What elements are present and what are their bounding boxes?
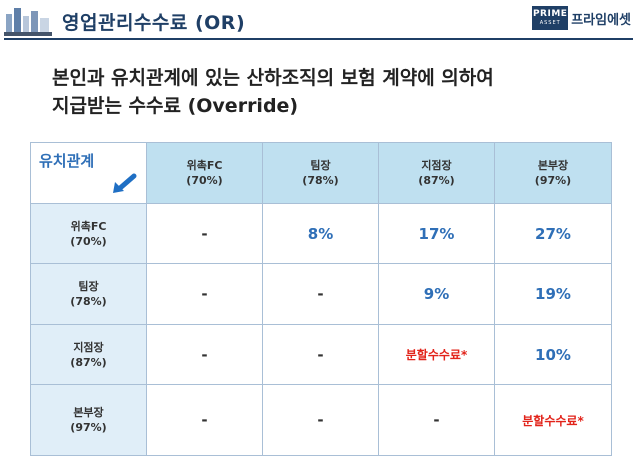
- column-header-rate: (70%): [186, 174, 223, 187]
- description-line-2: 지급받는 수수료 (Override): [52, 95, 299, 117]
- column-header-rate: (78%): [302, 174, 339, 187]
- header: 영업관리수수료 (OR) PRIME ASSET 프라임에셋: [0, 0, 637, 42]
- recruitment-relation-label: 유치관계: [39, 152, 95, 170]
- row-header-rate: (70%): [70, 234, 107, 248]
- row-header-division-head: 본부장 (97%): [30, 384, 147, 456]
- row-header-team-leader: 팀장 (78%): [30, 263, 147, 325]
- table-cell: -: [378, 384, 495, 456]
- description: 본인과 유치관계에 있는 산하조직의 보험 계약에 의하여 지급받는 수수료 (…: [52, 64, 494, 120]
- table-row: 본부장 (97%) - - - 분할수수료*: [30, 384, 612, 456]
- row-header-name: 지점장: [73, 340, 104, 354]
- table-cell: 17%: [378, 203, 495, 264]
- description-line-1: 본인과 유치관계에 있는 산하조직의 보험 계약에 의하여: [52, 67, 494, 89]
- split-commission-cell: 분할수수료*: [378, 324, 495, 385]
- arrow-down-left-icon: [113, 173, 137, 193]
- column-header-name: 지점장: [421, 159, 452, 172]
- column-header-name: 위촉FC: [186, 159, 223, 172]
- row-header-name: 본부장: [73, 406, 104, 419]
- column-header-rate: (87%): [418, 174, 455, 187]
- row-header-rate: (97%): [70, 421, 107, 434]
- brand-logo: PRIME ASSET 프라임에셋: [532, 6, 631, 30]
- column-header-rate: (97%): [534, 174, 572, 187]
- table-row: 지점장 (87%) - - 분할수수료* 10%: [30, 324, 612, 385]
- column-header-division-head: 본부장 (97%): [494, 142, 612, 204]
- brand-name: 프라임에셋: [571, 12, 631, 28]
- table-row: 위촉FC (70%) - 8% 17% 27%: [30, 203, 612, 264]
- table-cell: 10%: [494, 324, 612, 385]
- column-header-branch-manager: 지점장 (87%): [378, 142, 495, 204]
- table-cell: -: [262, 263, 379, 325]
- table-cell: -: [262, 384, 379, 456]
- column-header-fc: 위촉FC (70%): [146, 142, 263, 204]
- row-header-name: 팀장: [78, 280, 99, 293]
- table-cell: -: [146, 324, 263, 385]
- table-corner-cell: 유치관계: [30, 142, 147, 204]
- brand-badge-bottom: ASSET: [539, 20, 561, 26]
- company-logo-icon: [4, 4, 52, 36]
- table-cell: 19%: [494, 263, 612, 325]
- table-header-row: 유치관계 위촉FC (70%) 팀장 (78%) 지점장 (87%) 본부장 (97%): [30, 142, 612, 204]
- brand-badge-top: PRIME: [532, 9, 568, 19]
- row-header-rate: (87%): [70, 355, 107, 369]
- column-header-name: 팀장: [310, 159, 331, 172]
- split-commission-cell: 분할수수료*: [494, 384, 612, 456]
- row-header-name: 위촉FC: [70, 219, 107, 233]
- table-cell: -: [146, 203, 263, 264]
- table-cell: -: [262, 324, 379, 385]
- table-cell: -: [146, 384, 263, 456]
- table-cell: -: [146, 263, 263, 325]
- column-header-team-leader: 팀장 (78%): [262, 142, 379, 204]
- page-title: 영업관리수수료 (OR): [62, 12, 246, 34]
- column-header-name: 본부장: [537, 159, 569, 172]
- table-cell: 8%: [262, 203, 379, 264]
- table-cell: 27%: [494, 203, 612, 264]
- table-cell: 9%: [378, 263, 495, 325]
- row-header-branch-manager: 지점장 (87%): [30, 324, 147, 385]
- header-divider: [4, 38, 633, 40]
- table-row: 팀장 (78%) - - 9% 19%: [30, 263, 612, 325]
- override-commission-table: 유치관계 위촉FC (70%) 팀장 (78%) 지점장 (87%) 본부장 (97%)…: [30, 142, 612, 456]
- brand-badge: PRIME ASSET: [532, 6, 569, 30]
- row-header-fc: 위촉FC (70%): [30, 203, 147, 264]
- row-header-rate: (78%): [70, 295, 107, 308]
